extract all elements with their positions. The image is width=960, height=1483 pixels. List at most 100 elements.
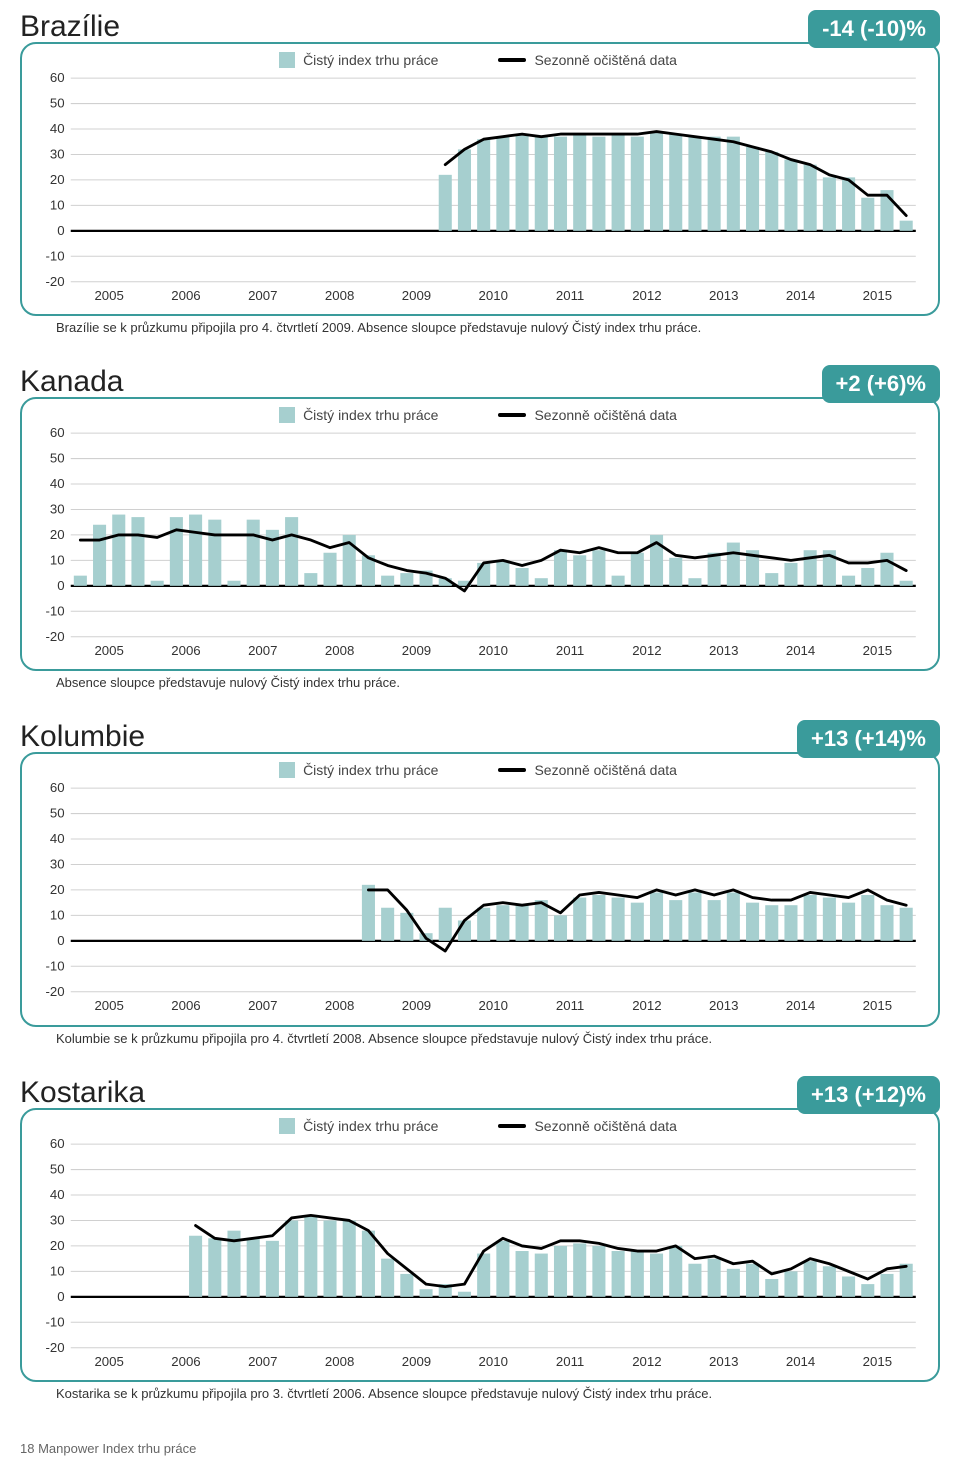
- chart-panel-costarica: Kostarika +13 (+12)% Čistý index trhu pr…: [20, 1076, 940, 1401]
- svg-text:2009: 2009: [402, 643, 431, 658]
- svg-text:60: 60: [50, 782, 65, 795]
- legend-line-label: Sezonně očištěná data: [534, 52, 676, 68]
- line-swatch-icon: [498, 768, 526, 772]
- panel-footnote: Brazílie se k průzkumu připojila pro 4. …: [20, 320, 940, 335]
- svg-text:2005: 2005: [94, 1354, 123, 1369]
- value-badge: -14 (-10)%: [808, 10, 940, 48]
- svg-text:0: 0: [57, 578, 64, 593]
- svg-text:50: 50: [50, 1161, 65, 1176]
- svg-text:30: 30: [50, 147, 65, 162]
- legend-bars-label: Čistý index trhu práce: [303, 1118, 438, 1134]
- svg-text:-10: -10: [46, 248, 65, 263]
- svg-text:2011: 2011: [556, 643, 584, 658]
- line-swatch-icon: [498, 413, 526, 417]
- chart-box: Čistý index trhu práce Sezonně očištěná …: [20, 42, 940, 316]
- svg-text:2011: 2011: [556, 998, 584, 1013]
- panel-title: Kostarika: [20, 1076, 145, 1110]
- svg-text:-20: -20: [46, 1339, 65, 1354]
- panel-footnote: Absence sloupce představuje nulový Čistý…: [20, 675, 940, 690]
- legend-line-label: Sezonně očištěná data: [534, 1118, 676, 1134]
- chart-panel-canada: Kanada +2 (+6)% Čistý index trhu práce S…: [20, 365, 940, 690]
- svg-text:40: 40: [50, 1187, 65, 1202]
- svg-text:50: 50: [50, 451, 65, 466]
- svg-text:2005: 2005: [94, 643, 123, 658]
- svg-text:2011: 2011: [556, 288, 584, 303]
- svg-text:-10: -10: [46, 604, 65, 619]
- bar-swatch-icon: [279, 1118, 295, 1134]
- svg-text:2010: 2010: [479, 643, 508, 658]
- svg-text:40: 40: [50, 121, 65, 136]
- svg-text:10: 10: [50, 553, 65, 568]
- svg-text:20: 20: [50, 172, 65, 187]
- bar-swatch-icon: [279, 762, 295, 778]
- svg-text:2007: 2007: [248, 288, 277, 303]
- svg-text:2006: 2006: [171, 998, 200, 1013]
- svg-text:10: 10: [50, 908, 65, 923]
- chart-box: Čistý index trhu práce Sezonně očištěná …: [20, 397, 940, 671]
- chart-svg-wrap: -20-100102030405060200520062007200820092…: [30, 782, 926, 1016]
- svg-text:2014: 2014: [786, 643, 815, 658]
- svg-text:2014: 2014: [786, 288, 815, 303]
- svg-text:40: 40: [50, 831, 65, 846]
- svg-text:60: 60: [50, 427, 65, 440]
- svg-text:10: 10: [50, 1263, 65, 1278]
- svg-text:-20: -20: [46, 629, 65, 644]
- svg-text:30: 30: [50, 1212, 65, 1227]
- svg-text:2005: 2005: [94, 288, 123, 303]
- chart-box: Čistý index trhu práce Sezonně očištěná …: [20, 1108, 940, 1382]
- svg-text:2012: 2012: [632, 998, 661, 1013]
- legend-bars-label: Čistý index trhu práce: [303, 762, 438, 778]
- svg-text:2009: 2009: [402, 288, 431, 303]
- svg-text:2006: 2006: [171, 643, 200, 658]
- svg-text:2008: 2008: [325, 288, 354, 303]
- bar-swatch-icon: [279, 52, 295, 68]
- svg-text:20: 20: [50, 1238, 65, 1253]
- svg-text:2007: 2007: [248, 643, 277, 658]
- svg-text:2014: 2014: [786, 1354, 815, 1369]
- legend: Čistý index trhu práce Sezonně očištěná …: [30, 762, 926, 778]
- value-badge: +13 (+12)%: [797, 1076, 940, 1114]
- svg-text:0: 0: [57, 933, 64, 948]
- chart-svg-wrap: -20-100102030405060200520062007200820092…: [30, 427, 926, 661]
- svg-text:2012: 2012: [632, 288, 661, 303]
- svg-text:-10: -10: [46, 1314, 65, 1329]
- svg-text:2007: 2007: [248, 1354, 277, 1369]
- svg-text:-20: -20: [46, 274, 65, 289]
- svg-text:2006: 2006: [171, 1354, 200, 1369]
- svg-text:2011: 2011: [556, 1354, 584, 1369]
- svg-text:-20: -20: [46, 984, 65, 999]
- legend-bars-label: Čistý index trhu práce: [303, 407, 438, 423]
- line-swatch-icon: [498, 1124, 526, 1128]
- legend-bars-label: Čistý index trhu práce: [303, 52, 438, 68]
- svg-text:2010: 2010: [479, 998, 508, 1013]
- value-badge: +13 (+14)%: [797, 720, 940, 758]
- svg-text:2014: 2014: [786, 998, 815, 1013]
- svg-text:2010: 2010: [479, 1354, 508, 1369]
- panel-title: Kolumbie: [20, 720, 145, 754]
- svg-text:2015: 2015: [863, 1354, 892, 1369]
- svg-text:2013: 2013: [709, 643, 738, 658]
- bar-swatch-icon: [279, 407, 295, 423]
- svg-text:50: 50: [50, 806, 65, 821]
- svg-text:0: 0: [57, 223, 64, 238]
- page-footer: 18 Manpower Index trhu práce: [20, 1441, 940, 1456]
- svg-text:2013: 2013: [709, 998, 738, 1013]
- legend: Čistý index trhu práce Sezonně očištěná …: [30, 1118, 926, 1134]
- chart-box: Čistý index trhu práce Sezonně očištěná …: [20, 752, 940, 1026]
- svg-text:2007: 2007: [248, 998, 277, 1013]
- svg-text:20: 20: [50, 882, 65, 897]
- svg-text:60: 60: [50, 1138, 65, 1151]
- chart-svg-wrap: -20-100102030405060200520062007200820092…: [30, 72, 926, 306]
- chart-panel-colombia: Kolumbie +13 (+14)% Čistý index trhu prá…: [20, 720, 940, 1045]
- legend: Čistý index trhu práce Sezonně očištěná …: [30, 407, 926, 423]
- line-swatch-icon: [498, 58, 526, 62]
- svg-text:50: 50: [50, 96, 65, 111]
- chart-panel-brazil: Brazílie -14 (-10)% Čistý index trhu prá…: [20, 10, 940, 335]
- panel-footnote: Kostarika se k průzkumu připojila pro 3.…: [20, 1386, 940, 1401]
- svg-text:2015: 2015: [863, 643, 892, 658]
- svg-text:2012: 2012: [632, 1354, 661, 1369]
- svg-text:60: 60: [50, 72, 65, 85]
- svg-text:2010: 2010: [479, 288, 508, 303]
- panel-title: Kanada: [20, 365, 123, 399]
- legend-line-label: Sezonně očištěná data: [534, 762, 676, 778]
